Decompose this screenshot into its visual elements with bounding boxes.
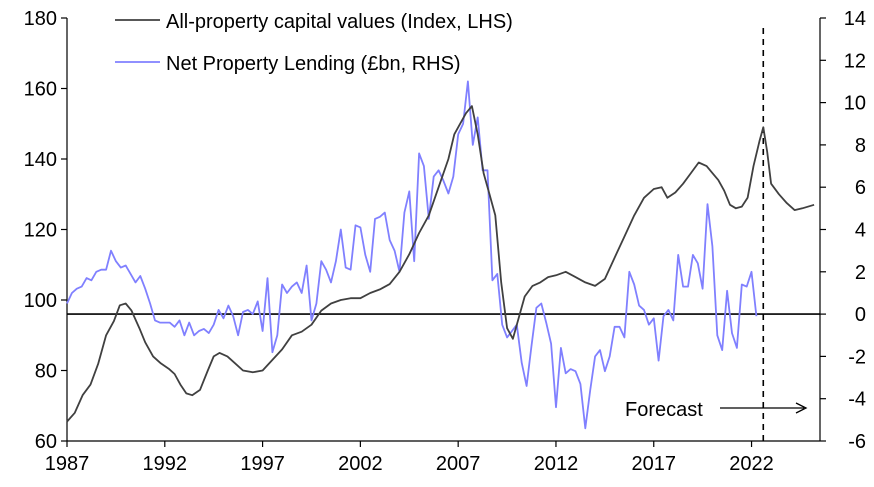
left-tick-label: 140 [24,149,57,171]
right-axis-ticks: -6 -4 -2 0 2 4 6 8 10 12 14 [820,8,866,453]
x-tick-label: 2002 [338,453,383,475]
right-tick-label: 14 [844,8,866,30]
legend-label-capital-values: All-property capital values (Index, LHS) [166,11,513,33]
legend: All-property capital values (Index, LHS)… [115,11,513,75]
x-tick-label: 2012 [534,453,579,475]
x-tick-label: 1992 [143,453,188,475]
forecast-arrow-head [795,402,808,414]
right-tick-label: 12 [844,50,866,72]
net-property-lending-line [66,80,758,430]
x-axis-ticks: 1987 1992 1997 2002 2007 2012 2017 2022 [45,441,774,475]
right-tick-label: -4 [848,389,866,411]
forecast-label: Forecast [625,399,703,421]
right-tick-label: 8 [855,135,866,157]
left-tick-label: 120 [24,220,57,242]
capital-values-line [66,105,815,423]
x-tick-label: 2007 [436,453,481,475]
right-tick-label: 2 [855,262,866,284]
legend-label-net-lending: Net Property Lending (£bn, RHS) [166,53,461,75]
right-tick-label: 10 [844,93,866,115]
left-tick-label: 60 [35,431,57,453]
left-tick-label: 80 [35,361,57,383]
x-tick-label: 2022 [729,453,774,475]
left-tick-label: 180 [24,8,57,30]
right-tick-label: 4 [855,220,866,242]
right-tick-label: -2 [848,346,866,368]
left-tick-label: 160 [24,79,57,101]
right-tick-label: -6 [848,431,866,453]
right-tick-label: 0 [855,304,866,326]
x-tick-label: 1997 [240,453,285,475]
x-tick-label: 2017 [632,453,677,475]
right-tick-label: 6 [855,177,866,199]
x-tick-label: 1987 [45,453,90,475]
left-axis-ticks: 60 80 100 120 140 160 180 [24,8,67,453]
left-tick-label: 100 [24,290,57,312]
